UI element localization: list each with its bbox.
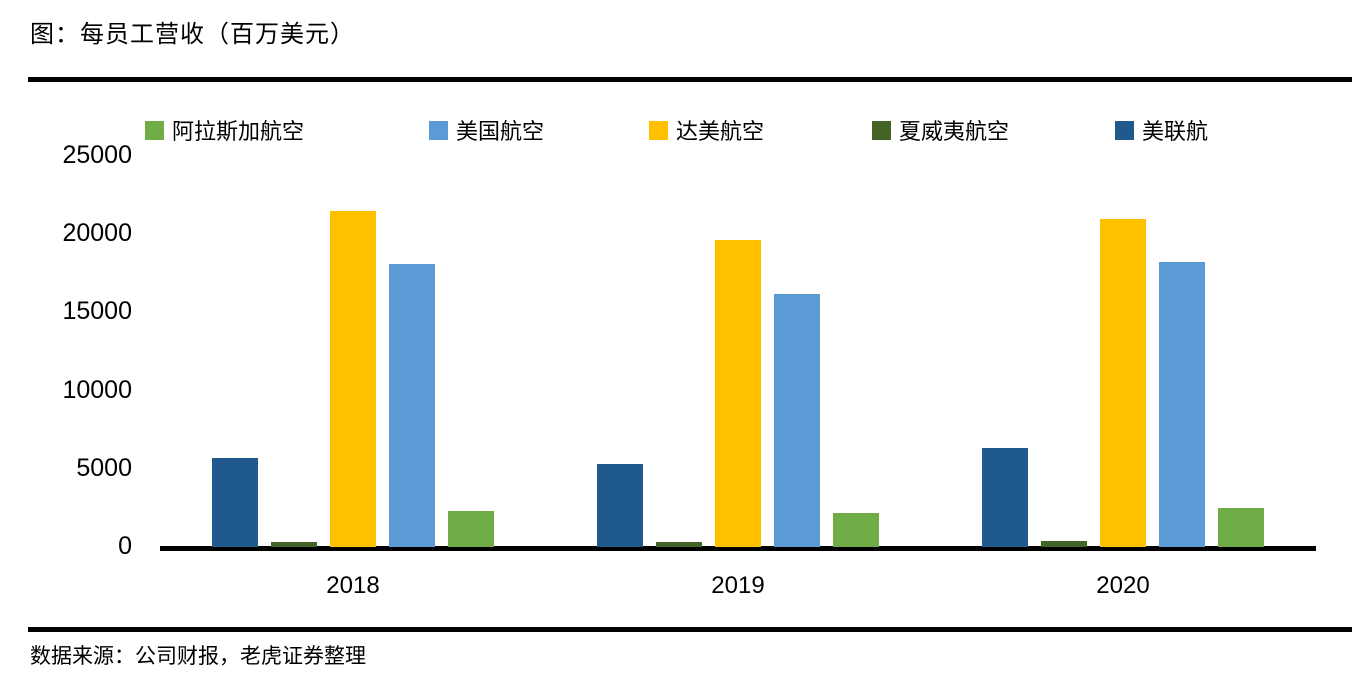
bar <box>1218 508 1264 547</box>
chart-title: 图：每员工营收（百万美元） <box>30 21 355 48</box>
bar <box>774 294 820 547</box>
x-tick-label: 2018 <box>326 572 380 599</box>
y-tick-label: 20000 <box>62 219 132 248</box>
legend-item: 阿拉斯加航空 <box>145 114 304 146</box>
bar <box>715 240 761 547</box>
bar <box>212 458 258 547</box>
legend-swatch-icon <box>145 120 164 140</box>
source-note: 数据来源：公司财报，老虎证券整理 <box>30 645 366 668</box>
bar <box>833 513 879 547</box>
y-tick-label: 15000 <box>62 297 132 326</box>
legend-swatch-icon <box>872 120 891 140</box>
bar <box>597 464 643 547</box>
bar <box>330 211 376 547</box>
y-tick-label: 10000 <box>62 375 132 404</box>
y-tick-label: 25000 <box>62 141 132 169</box>
legend-label: 阿拉斯加航空 <box>172 119 305 144</box>
bar <box>389 264 435 547</box>
bar <box>1159 262 1205 547</box>
bar <box>1041 541 1087 547</box>
legend-label: 达美航空 <box>676 119 765 144</box>
legend-swatch-icon <box>649 120 668 140</box>
legend-label: 美联航 <box>1142 119 1209 144</box>
legend-label: 夏威夷航空 <box>899 119 1010 144</box>
bar <box>656 542 702 547</box>
bar <box>448 511 494 547</box>
footer-divider <box>28 627 1352 632</box>
x-tick-label: 2020 <box>1096 572 1150 599</box>
legend-item: 美联航 <box>1115 114 1208 146</box>
x-axis-line <box>160 546 1316 551</box>
legend-label: 美国航空 <box>456 119 545 144</box>
y-tick-label: 5000 <box>76 453 132 482</box>
y-tick-label: 0 <box>118 532 132 560</box>
legend-swatch-icon <box>1115 120 1134 140</box>
title-divider <box>28 77 1352 82</box>
legend-item: 达美航空 <box>649 114 764 146</box>
legend-swatch-icon <box>429 120 448 140</box>
bar <box>271 542 317 547</box>
x-tick-label: 2019 <box>711 572 765 599</box>
bar <box>1100 219 1146 547</box>
bar <box>982 448 1028 547</box>
legend-item: 美国航空 <box>429 114 544 146</box>
legend-item: 夏威夷航空 <box>872 114 1009 146</box>
